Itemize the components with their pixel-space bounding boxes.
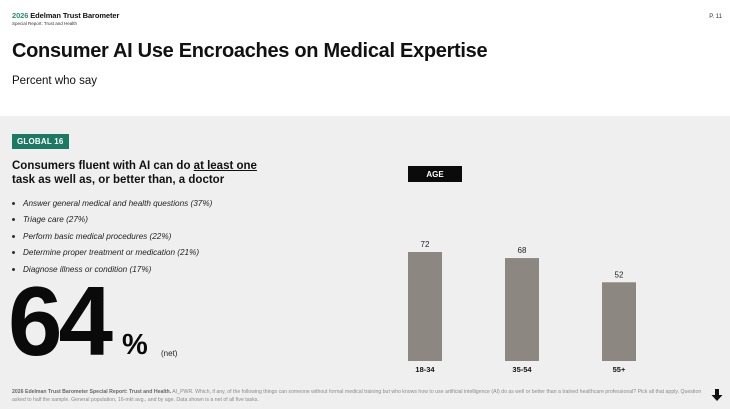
headline-number: 64 [8,266,113,376]
task-list: Answer general medical and health questi… [12,195,212,278]
brand-name: Edelman Trust Barometer [30,11,120,20]
chart-title: AGE [408,166,462,182]
task-label: Diagnose illness or condition (17%) [23,264,152,274]
footnote-text: AI_PWR. Which, if any, of the following … [12,389,702,403]
report-header: 2026 Edelman Trust Barometer Special Rep… [12,11,119,26]
headline-qualifier: (net) [161,349,178,358]
report-name: Special Report: Trust and Health [12,21,78,26]
category-label: 55+ [613,365,626,374]
footnote-source: 2026 Edelman Trust Barometer Special Rep… [12,389,172,395]
lead-part2: task as well as, or better than, a docto… [12,174,225,186]
bullet-icon [12,251,15,255]
bullet-icon [12,234,15,238]
page-subtitle: Percent who say [12,75,98,87]
data-label: 52 [615,270,624,279]
bar-55+ [602,282,636,361]
page-number: P. 11 [709,14,722,20]
region-badge: GLOBAL 16 [12,134,69,149]
brand-year: 2026 [12,11,29,20]
task-label: Answer general medical and health questi… [23,198,213,208]
next-page-arrow-icon[interactable] [710,388,724,402]
bullet-icon [12,201,15,205]
footnote: 2026 Edelman Trust Barometer Special Rep… [12,388,702,404]
data-label: 72 [421,240,430,249]
page-title: Consumer AI Use Encroaches on Medical Ex… [12,40,488,62]
brand-title: 2026 Edelman Trust Barometer [12,11,119,20]
task-label: Determine proper treatment or medication… [23,248,200,258]
lead-statement: Consumers fluent with AI can do at least… [12,159,272,187]
list-item: Answer general medical and health questi… [12,195,212,212]
lead-part1: Consumers fluent with AI can do [12,160,194,172]
list-item: Triage care (27%) [12,212,212,229]
category-label: 18-34 [415,365,435,374]
headline-unit: % [122,329,148,361]
list-item: Diagnose illness or condition (17%) [12,261,212,278]
task-label: Perform basic medical procedures (22%) [23,231,172,241]
bullet-icon [12,218,15,222]
bullet-icon [12,267,15,271]
data-label: 68 [518,246,527,255]
task-label: Triage care (27%) [23,215,88,225]
list-item: Perform basic medical procedures (22%) [12,228,212,245]
bar-35-54 [505,258,539,361]
lead-underlined: at least one [193,160,257,172]
category-label: 35-54 [512,365,532,374]
bar-18-34 [408,252,442,361]
list-item: Determine proper treatment or medication… [12,245,212,262]
